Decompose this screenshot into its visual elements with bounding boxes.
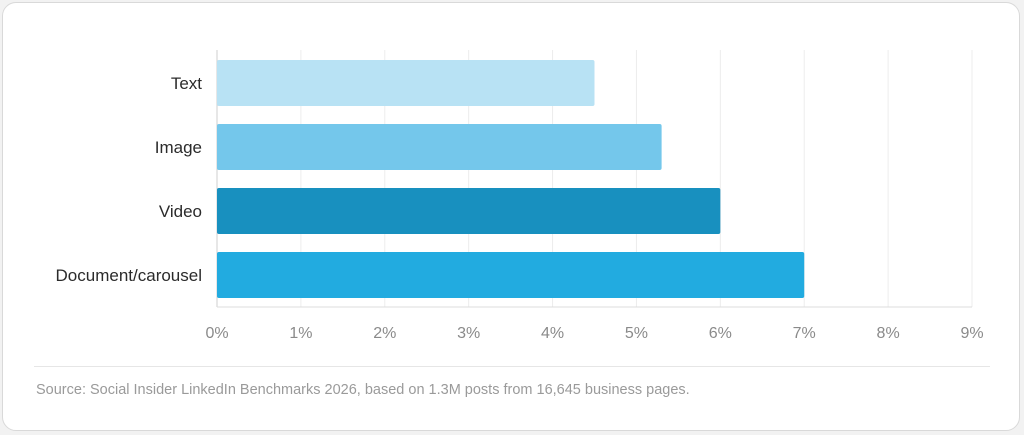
x-tick-label: 1% [289, 325, 312, 342]
x-tick-label: 2% [373, 325, 396, 342]
footer-divider [34, 366, 990, 367]
category-label: Document/carousel [56, 266, 202, 285]
category-label: Text [171, 74, 202, 93]
category-label: Image [155, 138, 202, 157]
x-tick-label: 0% [205, 325, 228, 342]
source-note: Source: Social Insider LinkedIn Benchmar… [36, 382, 690, 398]
bar-video [217, 188, 721, 234]
x-tick-labels: 0% 1% 2% 3% 4% 5% 6% 7% 8% 9% [205, 325, 983, 342]
x-tick-label: 8% [877, 325, 900, 342]
x-tick-label: 6% [709, 325, 732, 342]
bar-document-carousel [217, 252, 805, 298]
bar-image [217, 124, 662, 170]
x-tick-label: 9% [960, 325, 983, 342]
x-tick-label: 5% [625, 325, 648, 342]
x-tick-label: 3% [457, 325, 480, 342]
x-tick-label: 7% [793, 325, 816, 342]
bars [217, 60, 805, 298]
category-labels: Text Image Video Document/carousel [56, 74, 203, 285]
category-label: Video [159, 202, 202, 221]
bar-text [217, 60, 595, 106]
x-tick-label: 4% [541, 325, 564, 342]
